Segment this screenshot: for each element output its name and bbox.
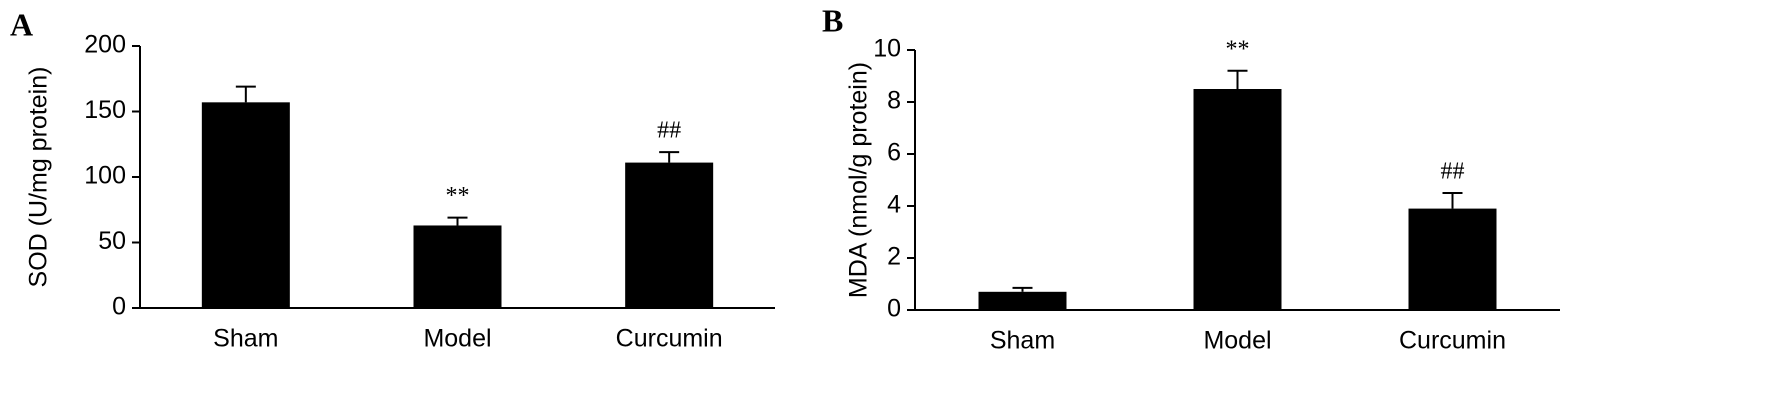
significance-label: ## — [657, 118, 681, 144]
x-tick-label: Sham — [213, 325, 278, 353]
panel-label: B — [822, 2, 843, 38]
x-tick-label: Model — [1203, 327, 1271, 355]
bar — [625, 162, 714, 308]
y-axis-label: SOD (U/mg protein) — [25, 67, 53, 288]
y-tick-label: 200 — [84, 31, 126, 59]
y-tick-label: 2 — [887, 243, 901, 271]
y-tick-label: 150 — [84, 96, 126, 124]
significance-label: ** — [446, 183, 470, 209]
y-tick-label: 0 — [112, 293, 126, 321]
y-tick-label: 0 — [887, 295, 901, 323]
y-tick-label: 100 — [84, 162, 126, 190]
significance-label: ## — [1441, 159, 1465, 185]
y-tick-label: 50 — [98, 227, 126, 255]
x-tick-label: Curcumin — [1399, 327, 1506, 355]
bar — [413, 225, 502, 308]
x-tick-label: Curcumin — [616, 325, 723, 353]
x-tick-label: Sham — [990, 327, 1055, 355]
y-tick-label: 4 — [887, 191, 901, 219]
y-tick-label: 10 — [873, 35, 901, 63]
y-tick-label: 8 — [887, 87, 901, 115]
significance-label: ** — [1226, 36, 1250, 62]
bar — [201, 102, 290, 308]
panel-label: A — [10, 6, 33, 42]
x-tick-label: Model — [423, 325, 491, 353]
y-tick-label: 6 — [887, 139, 901, 167]
y-axis-label: MDA (nmol/g protein) — [845, 62, 873, 298]
bar — [1408, 208, 1497, 310]
bar — [1193, 89, 1282, 310]
bar — [978, 291, 1067, 310]
